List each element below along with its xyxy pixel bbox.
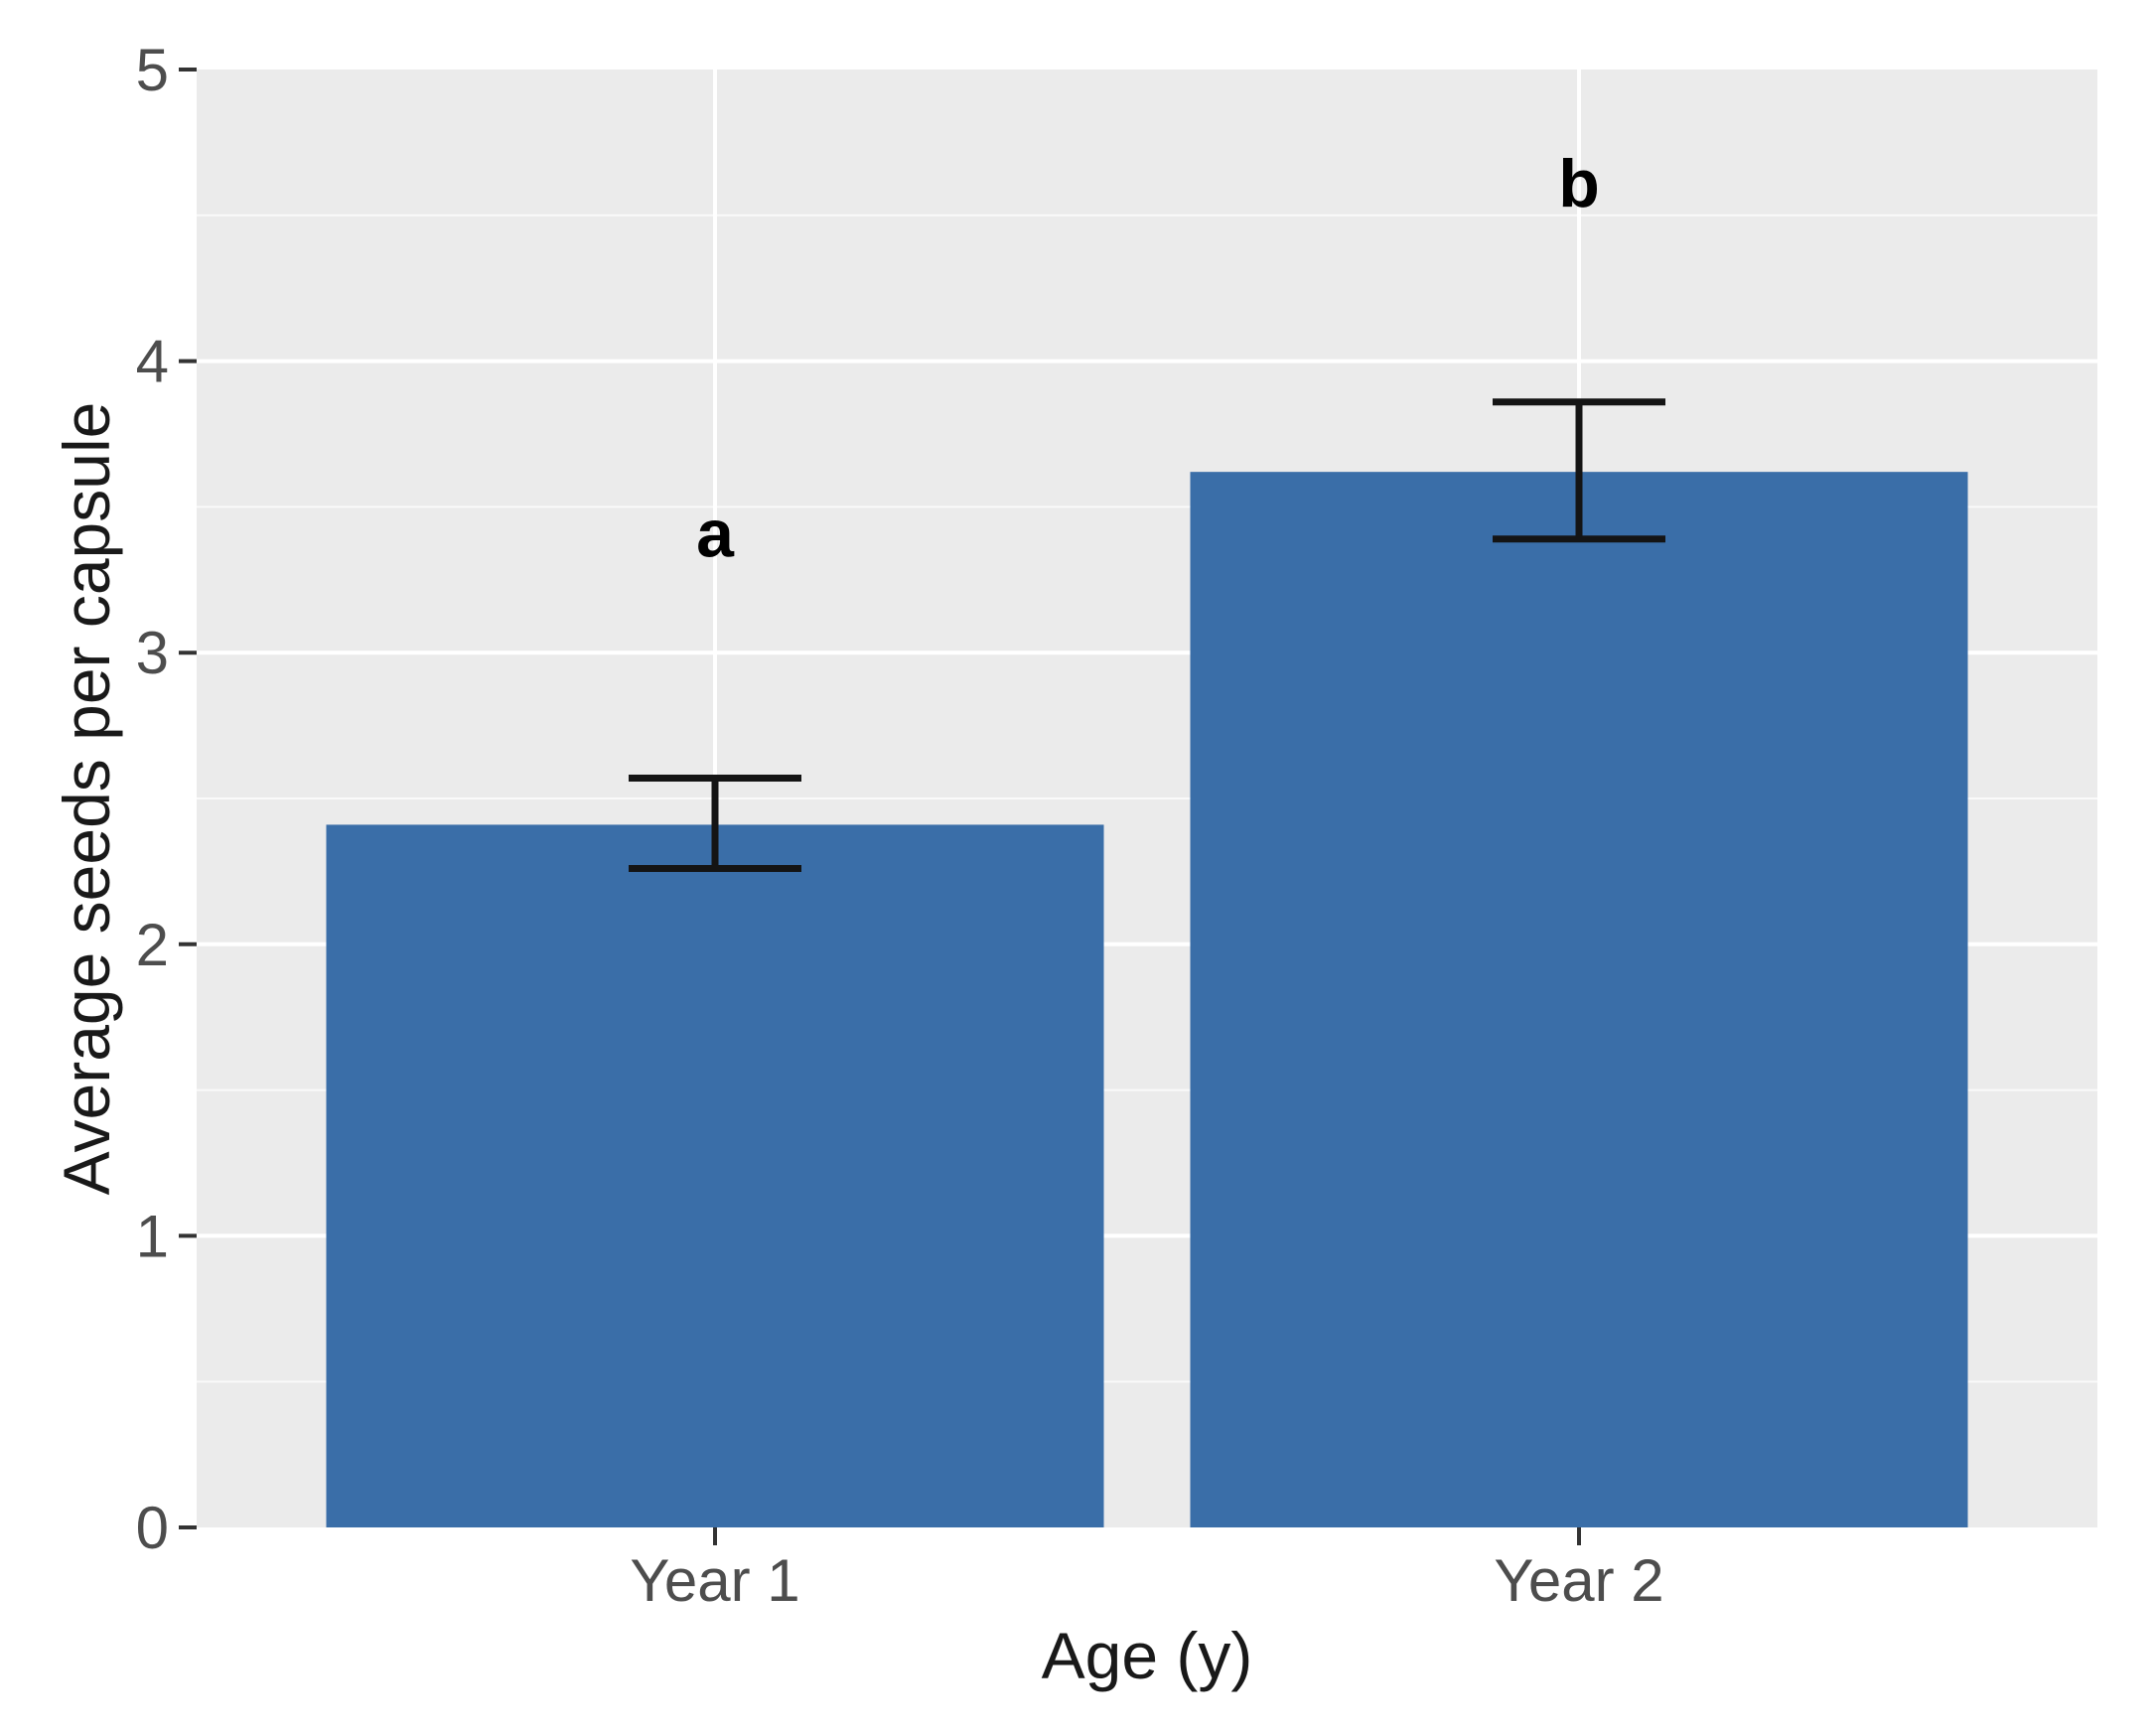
sig-letter-a: a: [696, 496, 735, 571]
y-tick-label: 4: [136, 329, 169, 395]
bars-group: [326, 472, 1968, 1528]
error-bar-year-1: [629, 774, 801, 872]
y-axis-title: Average seeds per capsule: [50, 402, 123, 1196]
y-tick-label: 3: [136, 620, 169, 686]
y-tick-label: 5: [136, 37, 169, 103]
bar-year-1: [326, 824, 1104, 1527]
x-axis-title: Age (y): [1042, 1619, 1253, 1692]
sig-letters-group: ab: [696, 146, 1600, 571]
bar-year-2: [1190, 472, 1968, 1528]
error-bars-group: [629, 398, 1665, 872]
x-tick-label: Year 2: [1494, 1547, 1663, 1614]
tick-labels-group: 0 1 2 3 4 5 Year 1 Year 2: [136, 37, 1664, 1614]
x-tick-label: Year 1: [630, 1547, 799, 1614]
y-tick-label: 2: [136, 912, 169, 978]
tick-marks-group: [179, 68, 1581, 1545]
sig-letter-b: b: [1558, 146, 1600, 221]
error-bar-year-2: [1493, 398, 1665, 543]
y-tick-label: 1: [136, 1203, 169, 1269]
y-tick-label: 0: [136, 1495, 169, 1561]
